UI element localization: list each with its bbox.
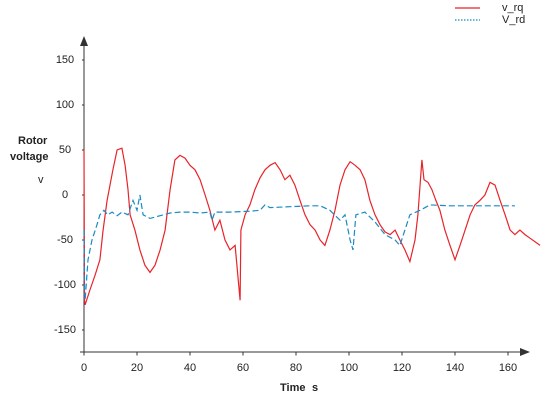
x-tick-label: 0	[81, 362, 87, 374]
y-tick-label: 100	[56, 99, 74, 111]
y-label-line: voltage	[10, 151, 49, 163]
x-tick-label: 100	[340, 362, 358, 374]
legend-label: V_rd	[502, 14, 525, 26]
y-unit: v	[38, 174, 44, 186]
y-axis-arrow	[80, 36, 88, 46]
series-line	[83, 147, 541, 305]
x-tick-label: 80	[290, 362, 302, 374]
x-axis-arrow	[520, 348, 530, 356]
series-line	[83, 194, 515, 301]
y-label-line: Rotor	[18, 135, 48, 147]
y-tick-label: 150	[56, 54, 74, 66]
y-tick-label: -100	[54, 279, 76, 291]
x-tick-label: 40	[184, 362, 196, 374]
legend-label: v_rq	[502, 2, 523, 14]
x-unit: s	[312, 382, 318, 394]
x-tick-label: 60	[237, 362, 249, 374]
y-tick-label: 50	[59, 144, 71, 156]
x-label: Time	[280, 382, 305, 394]
y-tick-label: -150	[54, 324, 76, 336]
x-tick-label: 120	[393, 362, 411, 374]
y-tick-label: 0	[62, 189, 68, 201]
x-tick-label: 20	[131, 362, 143, 374]
y-tick-label: -50	[57, 234, 73, 246]
x-tick-label: 140	[446, 362, 464, 374]
x-tick-label: 160	[499, 362, 517, 374]
